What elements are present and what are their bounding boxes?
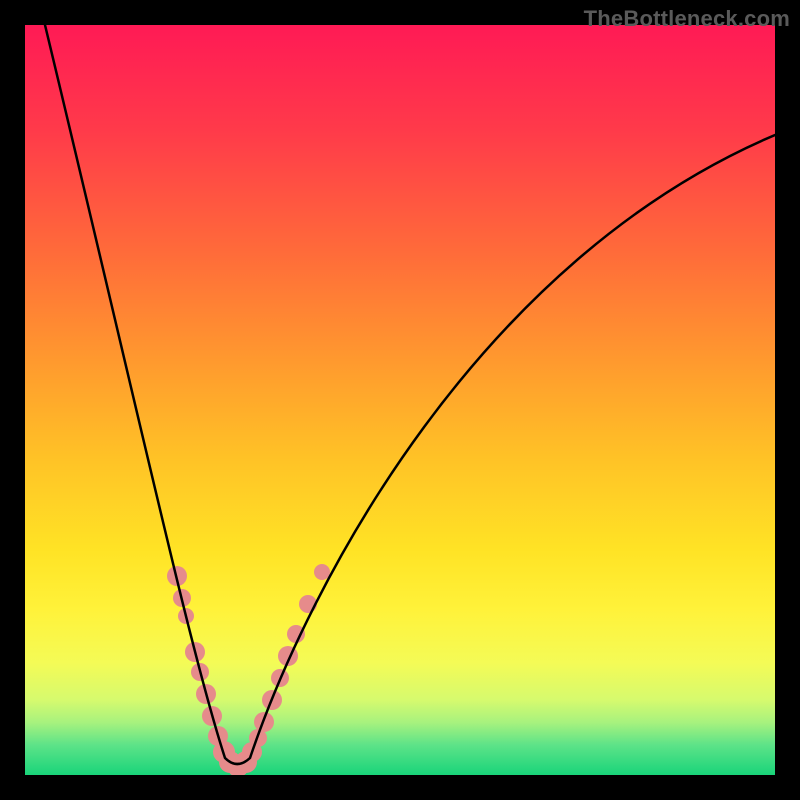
watermark-text: TheBottleneck.com (584, 6, 790, 32)
bottleneck-chart: TheBottleneck.com (0, 0, 800, 800)
gradient-background (25, 25, 775, 775)
chart-svg (0, 0, 800, 800)
data-point (314, 564, 330, 580)
